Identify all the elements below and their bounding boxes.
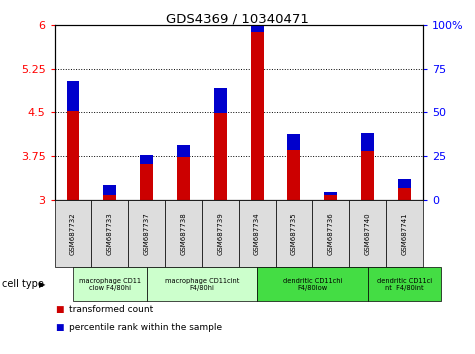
Bar bbox=[66, 111, 79, 200]
Bar bbox=[140, 155, 153, 164]
Bar bbox=[324, 195, 337, 200]
Bar bbox=[287, 150, 300, 200]
Text: macrophage CD11cint
F4/80hi: macrophage CD11cint F4/80hi bbox=[165, 278, 239, 291]
Bar bbox=[251, 0, 264, 32]
Bar bbox=[398, 188, 411, 200]
Text: GDS4369 / 10340471: GDS4369 / 10340471 bbox=[166, 12, 309, 25]
Text: GSM687741: GSM687741 bbox=[401, 212, 408, 255]
Bar bbox=[104, 185, 116, 195]
Text: GSM687732: GSM687732 bbox=[70, 212, 76, 255]
Text: macrophage CD11
clow F4/80hi: macrophage CD11 clow F4/80hi bbox=[79, 278, 141, 291]
Bar bbox=[287, 134, 300, 150]
Text: GSM687734: GSM687734 bbox=[254, 212, 260, 255]
Bar bbox=[177, 158, 190, 200]
Text: GSM687736: GSM687736 bbox=[328, 212, 334, 255]
Bar bbox=[251, 32, 264, 200]
Text: ▶: ▶ bbox=[39, 280, 46, 289]
Bar bbox=[104, 195, 116, 200]
Text: dendritic CD11ci
nt  F4/80int: dendritic CD11ci nt F4/80int bbox=[377, 278, 432, 291]
Text: GSM687737: GSM687737 bbox=[143, 212, 150, 255]
Bar bbox=[177, 145, 190, 158]
Bar bbox=[361, 133, 374, 151]
Bar bbox=[324, 192, 337, 195]
Text: ■: ■ bbox=[55, 323, 63, 332]
Bar bbox=[214, 113, 227, 200]
Text: cell type: cell type bbox=[2, 279, 44, 289]
Bar bbox=[214, 88, 227, 113]
Text: GSM687740: GSM687740 bbox=[364, 212, 370, 255]
Text: percentile rank within the sample: percentile rank within the sample bbox=[69, 323, 222, 332]
Text: GSM687735: GSM687735 bbox=[291, 212, 297, 255]
Text: GSM687739: GSM687739 bbox=[217, 212, 223, 255]
Text: ■: ■ bbox=[55, 305, 63, 314]
Text: GSM687733: GSM687733 bbox=[107, 212, 113, 255]
Bar bbox=[66, 81, 79, 111]
Text: GSM687738: GSM687738 bbox=[180, 212, 187, 255]
Text: transformed count: transformed count bbox=[69, 305, 153, 314]
Bar bbox=[398, 179, 411, 188]
Bar bbox=[361, 151, 374, 200]
Text: dendritic CD11chi
F4/80low: dendritic CD11chi F4/80low bbox=[283, 278, 342, 291]
Bar bbox=[140, 164, 153, 200]
